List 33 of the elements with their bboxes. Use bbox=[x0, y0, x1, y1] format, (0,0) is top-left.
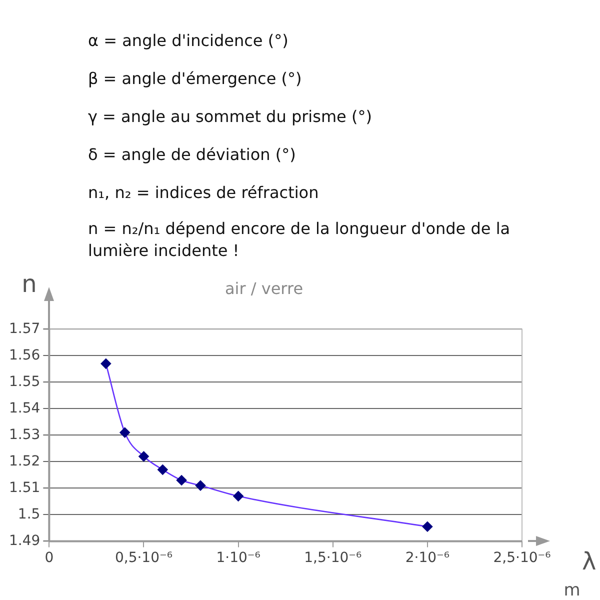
text: n = n₂/n₁ dépend encore de la longueur d'onde de la lumière incidente ! bbox=[88, 218, 512, 262]
x-tick-label: 2·10⁻⁶ bbox=[405, 550, 450, 566]
point bbox=[195, 480, 206, 491]
text: β = angle d'émergence (°) bbox=[88, 68, 303, 90]
y-tick-label: 1.56 bbox=[9, 347, 40, 364]
point bbox=[100, 358, 112, 369]
y-tick-label: 1.55 bbox=[9, 374, 40, 390]
y-tick-label: 1.51 bbox=[9, 480, 40, 496]
point bbox=[138, 451, 149, 462]
point bbox=[422, 521, 433, 532]
y-tick-label: 1.5 bbox=[18, 506, 40, 522]
text: α = angle d'incidence (°) bbox=[88, 30, 290, 52]
y-tick-label: 1.52 bbox=[9, 453, 40, 470]
y-tick-label: 1.53 bbox=[9, 426, 40, 443]
x-axis-title: λ bbox=[582, 547, 596, 576]
point bbox=[176, 475, 187, 486]
point bbox=[120, 427, 130, 438]
x-tick-label: 1,5·10⁻⁶ bbox=[304, 550, 362, 566]
text: γ = angle au sommet du prisme (°) bbox=[88, 106, 373, 128]
y-axis-title: n bbox=[22, 270, 37, 298]
x-tick-label: 2,5·10⁻⁶ bbox=[493, 550, 552, 566]
text: m bbox=[564, 580, 580, 600]
y-tick-label: 1.57 bbox=[9, 320, 40, 337]
text: n₁, n₂ = indices de réfraction bbox=[88, 182, 320, 204]
x-tick-label: 1·10⁻⁶ bbox=[216, 550, 261, 566]
point bbox=[233, 491, 244, 502]
y-tick-label: 1.49 bbox=[9, 532, 40, 549]
x-tick-label: 0,5·10⁻⁶ bbox=[114, 550, 173, 566]
point bbox=[158, 464, 168, 475]
x-tick-label: 0 bbox=[44, 550, 54, 566]
text: δ = angle de déviation (°) bbox=[88, 144, 297, 166]
y-tick-label: 1.54 bbox=[9, 400, 40, 416]
chart-title: air / verre bbox=[224, 278, 304, 298]
